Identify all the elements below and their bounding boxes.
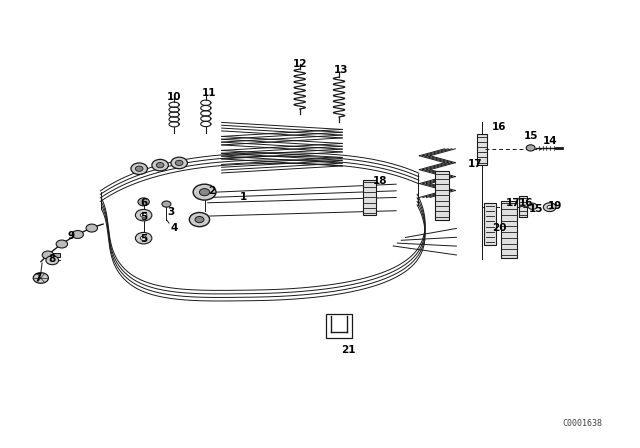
Text: 10: 10 xyxy=(167,91,181,102)
Text: 17: 17 xyxy=(506,198,521,208)
Bar xyxy=(326,314,352,338)
Circle shape xyxy=(136,209,152,221)
Text: 6: 6 xyxy=(140,198,147,208)
Text: 13: 13 xyxy=(333,65,348,75)
Text: 4: 4 xyxy=(170,224,178,233)
Text: 5: 5 xyxy=(140,234,147,245)
Circle shape xyxy=(193,184,216,200)
Text: 1: 1 xyxy=(240,193,248,202)
Text: 14: 14 xyxy=(542,136,557,146)
Text: 16: 16 xyxy=(519,198,534,208)
Circle shape xyxy=(86,224,97,232)
Bar xyxy=(477,134,487,165)
Text: 19: 19 xyxy=(548,201,562,211)
Bar xyxy=(484,203,496,245)
Text: 21: 21 xyxy=(341,345,356,355)
Text: 20: 20 xyxy=(492,223,506,233)
Text: 18: 18 xyxy=(373,176,388,185)
Text: 2: 2 xyxy=(209,186,216,196)
Bar xyxy=(362,180,376,215)
Text: 8: 8 xyxy=(49,254,56,264)
Text: 3: 3 xyxy=(167,207,175,217)
Circle shape xyxy=(56,240,68,248)
Bar xyxy=(44,253,60,257)
Circle shape xyxy=(175,160,183,166)
Circle shape xyxy=(42,251,54,259)
Text: C0001638: C0001638 xyxy=(563,418,602,427)
Text: 17: 17 xyxy=(468,159,483,169)
Text: 11: 11 xyxy=(202,88,216,99)
Text: 15: 15 xyxy=(529,203,543,214)
Circle shape xyxy=(152,159,168,171)
Circle shape xyxy=(543,203,556,211)
Text: 12: 12 xyxy=(292,59,307,69)
Circle shape xyxy=(156,163,164,168)
Circle shape xyxy=(138,198,149,206)
Circle shape xyxy=(189,212,210,227)
Circle shape xyxy=(72,230,83,238)
Circle shape xyxy=(528,203,537,209)
Circle shape xyxy=(46,256,59,265)
Text: 9: 9 xyxy=(68,231,75,241)
Circle shape xyxy=(171,157,188,169)
Circle shape xyxy=(33,273,49,283)
Circle shape xyxy=(195,216,204,223)
Text: 15: 15 xyxy=(524,131,538,142)
Text: 7: 7 xyxy=(34,273,42,283)
Bar xyxy=(501,201,517,258)
Circle shape xyxy=(547,206,552,209)
Circle shape xyxy=(526,145,535,151)
Circle shape xyxy=(200,189,210,196)
Circle shape xyxy=(136,166,143,171)
Bar xyxy=(519,196,527,217)
Circle shape xyxy=(136,233,152,244)
Bar xyxy=(435,171,449,220)
Circle shape xyxy=(140,213,147,217)
Text: 5: 5 xyxy=(140,212,147,222)
Text: 16: 16 xyxy=(492,122,506,132)
Circle shape xyxy=(131,163,147,174)
Circle shape xyxy=(140,236,147,241)
Circle shape xyxy=(162,201,171,207)
